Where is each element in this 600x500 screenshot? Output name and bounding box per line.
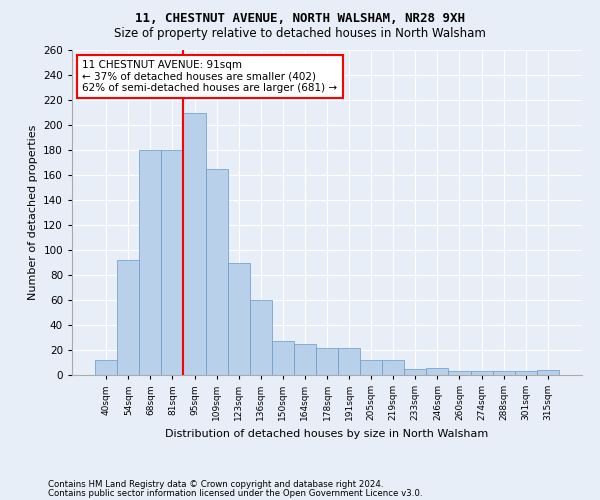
Y-axis label: Number of detached properties: Number of detached properties <box>28 125 38 300</box>
Bar <box>382 360 404 375</box>
Bar <box>537 370 559 375</box>
Text: Contains HM Land Registry data © Crown copyright and database right 2024.: Contains HM Land Registry data © Crown c… <box>48 480 383 489</box>
Bar <box>95 360 117 375</box>
Bar <box>117 260 139 375</box>
Bar <box>139 150 161 375</box>
Bar <box>227 262 250 375</box>
Bar <box>448 371 470 375</box>
Bar <box>515 371 537 375</box>
Bar <box>360 360 382 375</box>
Bar <box>316 348 338 375</box>
Text: 11 CHESTNUT AVENUE: 91sqm
← 37% of detached houses are smaller (402)
62% of semi: 11 CHESTNUT AVENUE: 91sqm ← 37% of detac… <box>82 60 337 93</box>
Text: Size of property relative to detached houses in North Walsham: Size of property relative to detached ho… <box>114 28 486 40</box>
X-axis label: Distribution of detached houses by size in North Walsham: Distribution of detached houses by size … <box>166 428 488 438</box>
Text: Contains public sector information licensed under the Open Government Licence v3: Contains public sector information licen… <box>48 488 422 498</box>
Bar <box>493 371 515 375</box>
Bar <box>294 344 316 375</box>
Bar <box>184 112 206 375</box>
Bar <box>338 348 360 375</box>
Bar <box>404 369 427 375</box>
Bar <box>427 368 448 375</box>
Bar <box>470 371 493 375</box>
Bar <box>272 341 294 375</box>
Text: 11, CHESTNUT AVENUE, NORTH WALSHAM, NR28 9XH: 11, CHESTNUT AVENUE, NORTH WALSHAM, NR28… <box>135 12 465 26</box>
Bar <box>250 300 272 375</box>
Bar <box>161 150 184 375</box>
Bar <box>206 169 227 375</box>
